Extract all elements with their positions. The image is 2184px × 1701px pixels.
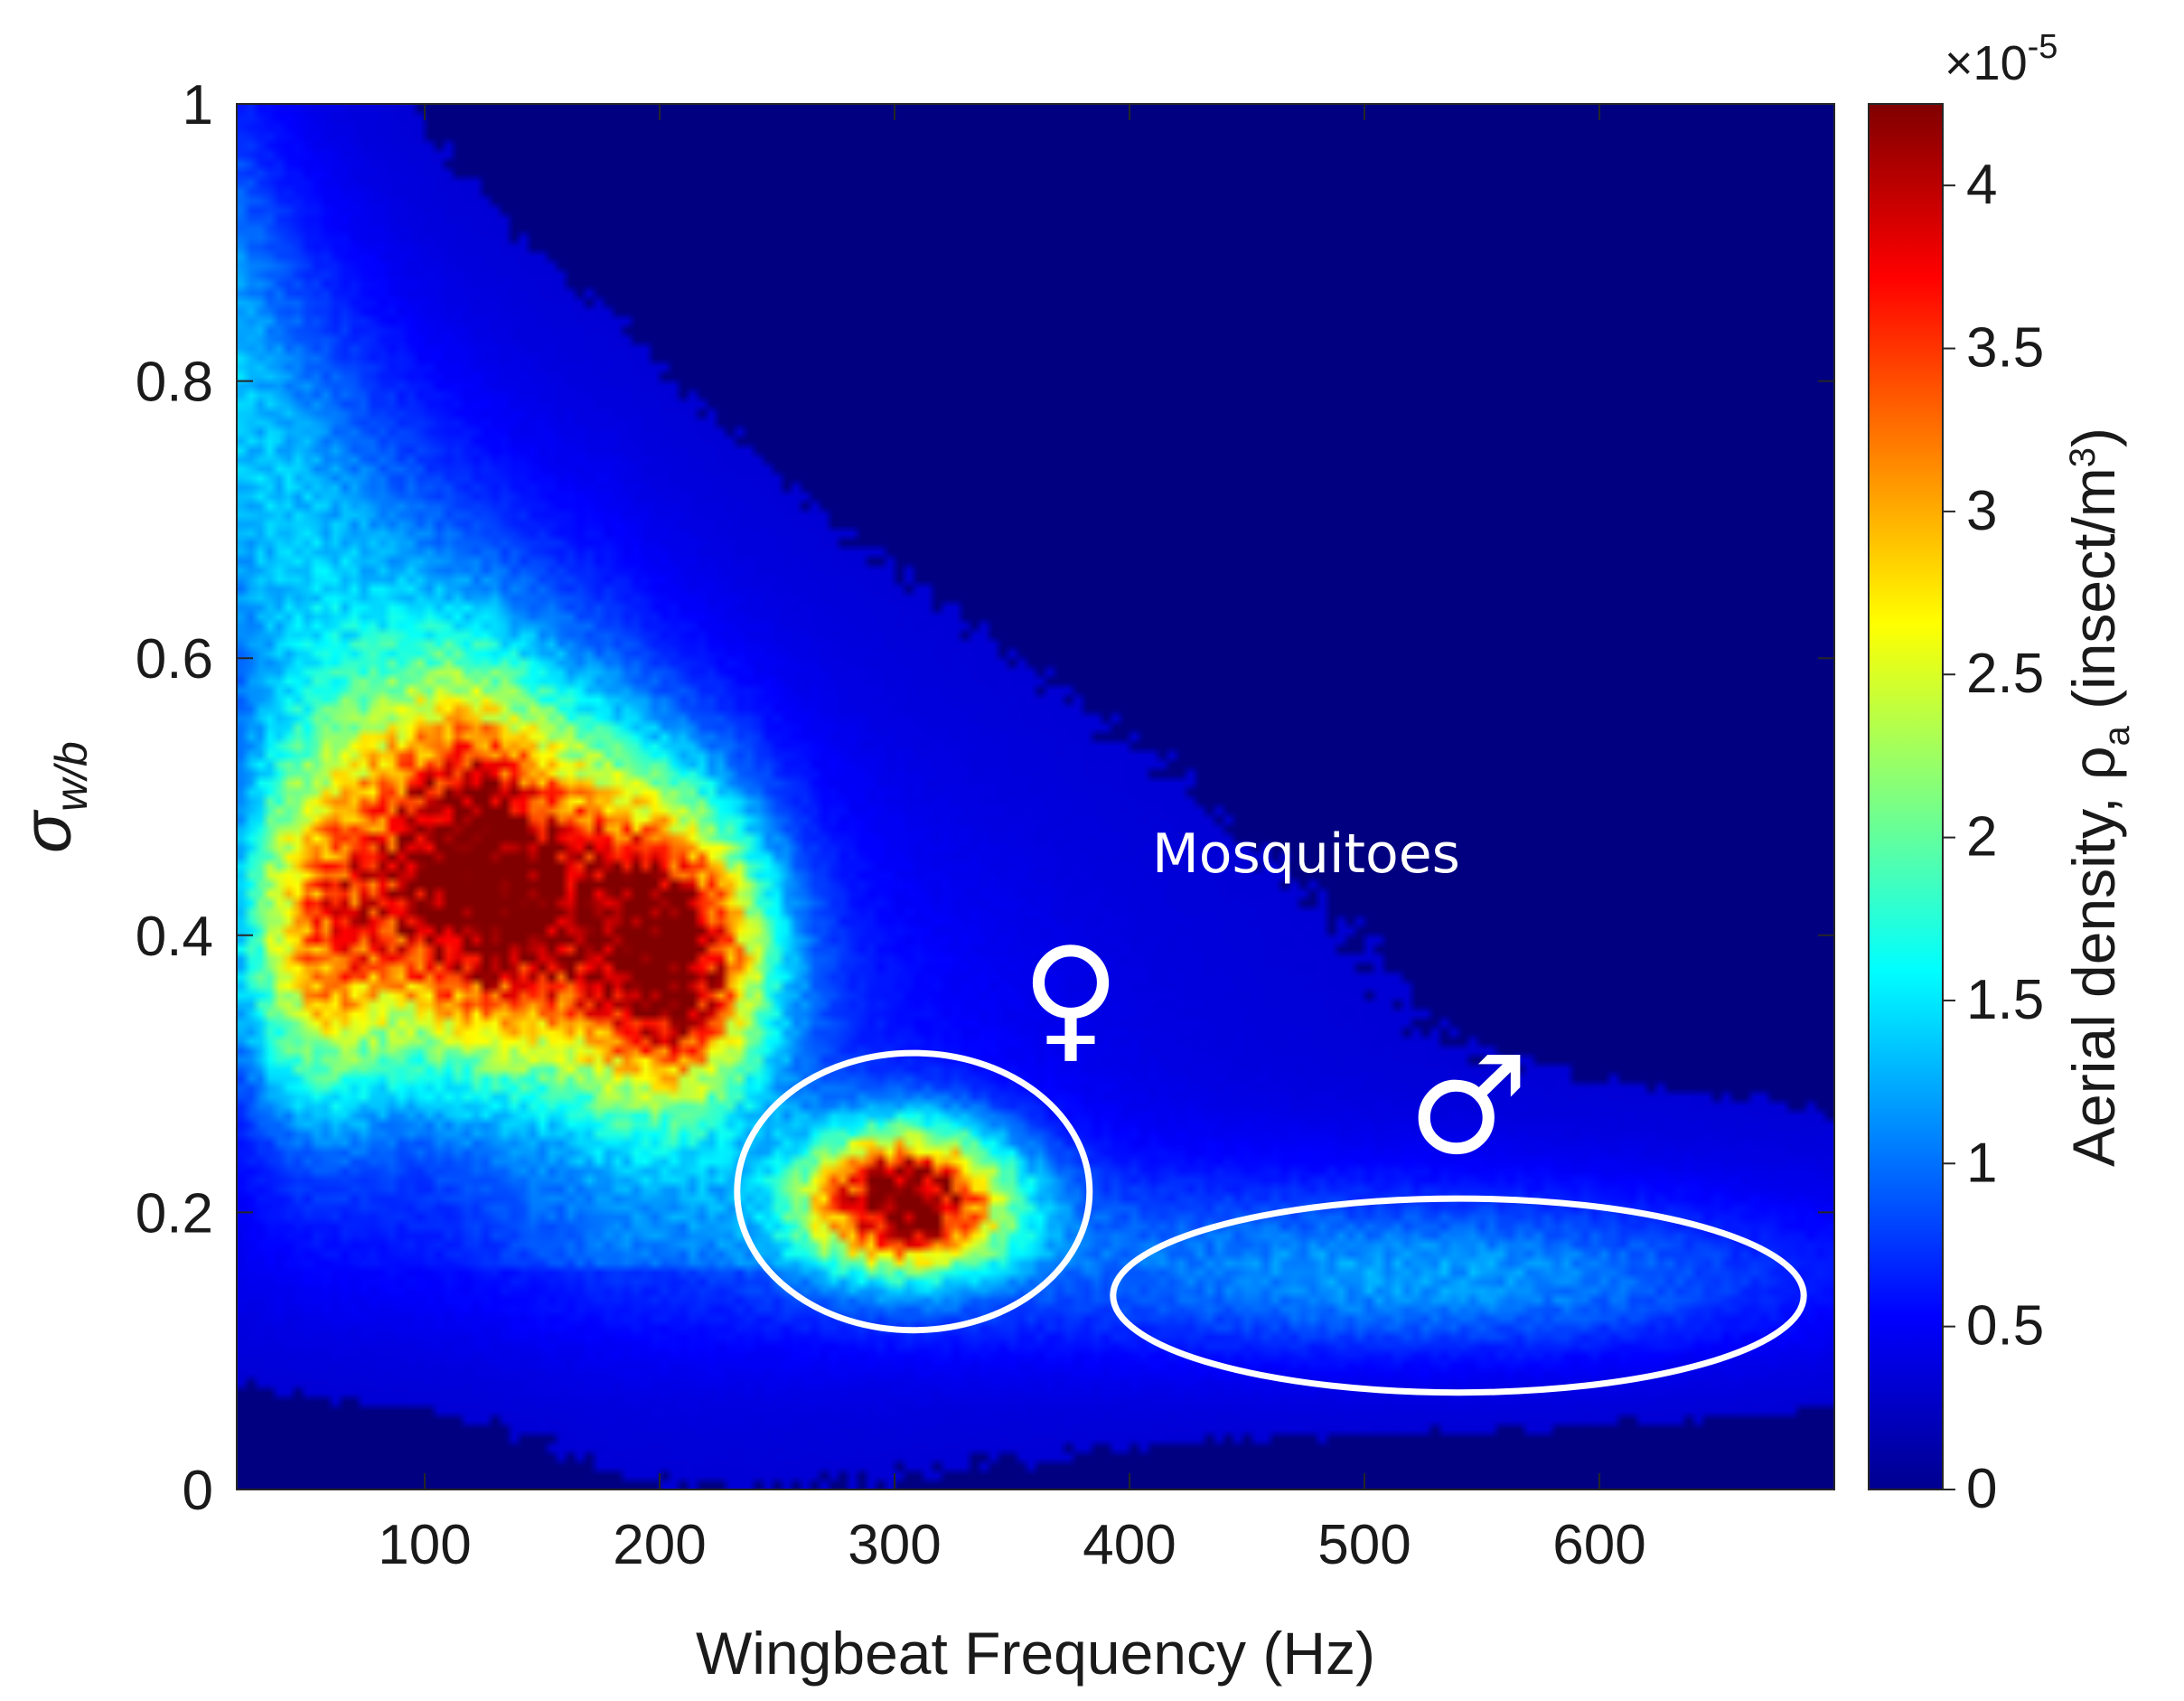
colorbar-tick-label: 1	[1966, 1132, 1997, 1194]
colorbar-ticks: 0 0.5 1 1.5 2 2.5 3 3.5 4	[1943, 154, 2044, 1520]
x-tick-label: 600	[1552, 1514, 1645, 1576]
colorbar-title-main: Aerial density, ρ	[2060, 747, 2127, 1168]
colorbar-title: Aerial density, ρa (insect/m3)	[2060, 428, 2137, 1167]
highlight-ellipses	[734, 1049, 1807, 1396]
colorbar-multiplier-exp: -5	[2028, 28, 2058, 66]
x-tick-label: 400	[1083, 1514, 1176, 1576]
x-axis-title: Wingbeat Frequency (Hz)	[696, 1620, 1375, 1687]
colorbar-title-sub: a	[2097, 726, 2137, 747]
y-tick-label: 0.4	[136, 906, 213, 968]
y-axis-title-main: σ	[9, 809, 86, 853]
y-axis-title: σw/b	[9, 741, 97, 853]
colorbar-title-unit-end: )	[2060, 428, 2127, 447]
y-tick-label: 1	[183, 74, 213, 136]
y-axis-title-sub: w/b	[46, 741, 97, 812]
y-tick-label: 0.8	[136, 352, 213, 414]
colorbar-tick-label: 2	[1966, 806, 1997, 869]
colorbar-tick-label: 0.5	[1966, 1295, 2044, 1358]
female-symbol-icon: ♀	[1021, 919, 1120, 1076]
y-tick-label: 0.2	[136, 1182, 213, 1245]
colorbar-tick-label: 3	[1966, 480, 1997, 542]
colorbar	[1868, 103, 1944, 1490]
y-tick-label: 0.6	[136, 628, 213, 691]
colorbar-tick-label: 4	[1966, 154, 1997, 216]
colorbar-tick-label: 3.5	[1966, 317, 2044, 380]
y-axis-ticks: 0 0.2 0.4 0.6 0.8 1	[136, 74, 1834, 1522]
colorbar-title-unit: (insect/m	[2060, 467, 2127, 726]
male-symbol-icon: ♂	[1408, 1028, 1529, 1185]
x-tick-label: 100	[378, 1514, 471, 1576]
colorbar-multiplier: ×10-5	[1945, 28, 2057, 90]
colorbar-tick-label: 0	[1966, 1458, 1997, 1520]
x-tick-label: 500	[1317, 1514, 1411, 1576]
colorbar-multiplier-base: ×10	[1945, 36, 2028, 90]
x-axis-ticks: 100 200 300 400 500 600	[378, 104, 1646, 1576]
male-cluster-ellipse	[1110, 1195, 1807, 1396]
x-tick-label: 300	[848, 1514, 941, 1576]
colorbar-tick-label: 1.5	[1966, 969, 2044, 1031]
mosquitoes-annotation: Mosquitoes	[1152, 822, 1460, 886]
plot-frame	[236, 103, 1835, 1490]
female-cluster-ellipse	[734, 1049, 1093, 1334]
y-tick-label: 0	[183, 1460, 213, 1522]
density-heatmap	[237, 104, 1834, 1490]
colorbar-title-unit-sup: 3	[2063, 447, 2103, 467]
x-tick-label: 200	[613, 1514, 706, 1576]
colorbar-tick-label: 2.5	[1966, 643, 2044, 705]
